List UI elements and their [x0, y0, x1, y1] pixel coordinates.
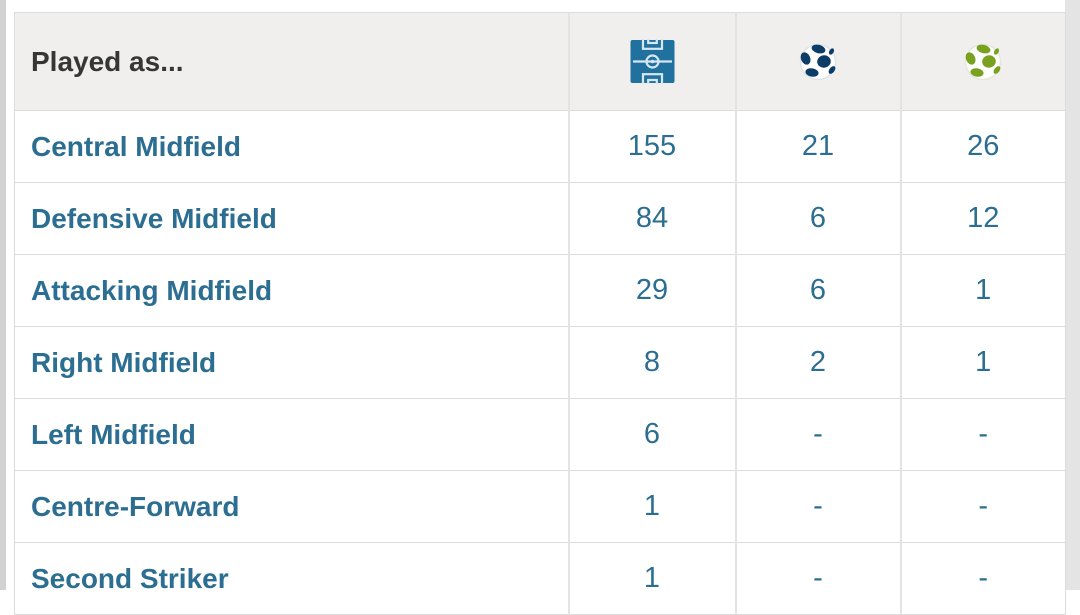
position-link[interactable]: Right Midfield	[31, 346, 217, 378]
assists-cell: -	[899, 470, 1066, 543]
position-link[interactable]: Centre-Forward	[31, 490, 240, 522]
assists-cell: -	[899, 542, 1066, 615]
matches-cell: 155	[567, 110, 736, 183]
matches-cell: 84	[567, 182, 736, 255]
page-left-margin	[0, 0, 6, 590]
column-header-matches	[567, 12, 736, 111]
assists-cell: 1	[899, 254, 1066, 327]
assists-cell: 26	[899, 110, 1066, 183]
position-link[interactable]: Central Midfield	[31, 130, 242, 162]
column-header-goals	[734, 12, 901, 111]
table-row: Central Midfield 155 21 26	[14, 110, 1066, 183]
goals-cell: 6	[734, 182, 901, 255]
matches-cell: 29	[567, 254, 736, 327]
table-row: Left Midfield 6 - -	[14, 398, 1066, 471]
assists-cell: -	[899, 398, 1066, 471]
goals-cell: -	[734, 398, 901, 471]
page-right-margin	[1065, 0, 1080, 590]
table-header-row: Played as...	[14, 12, 1066, 111]
position-link[interactable]: Left Midfield	[31, 418, 196, 450]
matches-cell: 8	[567, 326, 736, 399]
played-as-table: Played as...	[14, 12, 1066, 615]
soccer-ball-green-icon	[963, 42, 1003, 82]
position-link[interactable]: Defensive Midfield	[31, 202, 277, 234]
goals-cell: 6	[734, 254, 901, 327]
table-row: Second Striker 1 - -	[14, 542, 1066, 615]
assists-cell: 12	[899, 182, 1066, 255]
played-as-header: Played as...	[14, 12, 569, 111]
table-row: Defensive Midfield 84 6 12	[14, 182, 1066, 255]
position-link[interactable]: Attacking Midfield	[31, 274, 273, 306]
assists-cell: 1	[899, 326, 1066, 399]
column-header-assists	[899, 12, 1066, 111]
goals-cell: -	[734, 542, 901, 615]
goals-cell: 2	[734, 326, 901, 399]
goals-cell: -	[734, 470, 901, 543]
matches-cell: 1	[567, 470, 736, 543]
soccer-ball-navy-icon	[798, 42, 838, 82]
football-pitch-icon	[630, 36, 675, 87]
position-link[interactable]: Second Striker	[31, 562, 229, 594]
table-row: Centre-Forward 1 - -	[14, 470, 1066, 543]
goals-cell: 21	[734, 110, 901, 183]
table-row: Right Midfield 8 2 1	[14, 326, 1066, 399]
matches-cell: 6	[567, 398, 736, 471]
table-row: Attacking Midfield 29 6 1	[14, 254, 1066, 327]
matches-cell: 1	[567, 542, 736, 615]
